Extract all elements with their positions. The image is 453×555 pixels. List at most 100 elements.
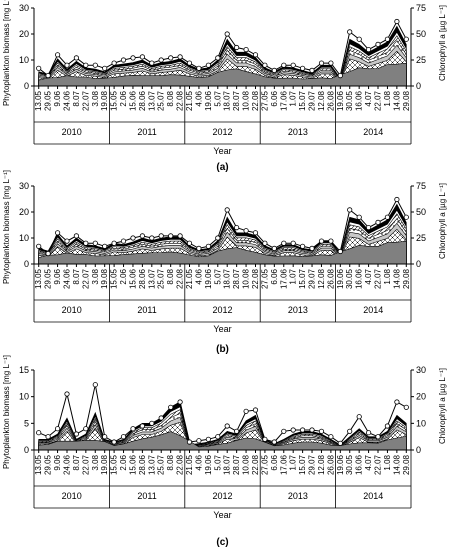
y-tick-label: 20 — [19, 29, 29, 39]
chlorophyll-point — [149, 420, 155, 426]
chlorophyll-point — [384, 36, 390, 42]
x-tick-label: 8.07 — [72, 90, 81, 106]
x-tick-label: 28.07 — [232, 454, 241, 475]
x-tick-label: 4.06 — [194, 454, 203, 470]
x-tick-label: 22.08 — [176, 268, 185, 289]
chlorophyll-point — [168, 404, 174, 410]
chlorophyll-point — [54, 52, 61, 58]
chlorophyll-point — [337, 248, 343, 255]
x-tick-label: 29.08 — [402, 268, 411, 289]
x-tick-label: 28.07 — [232, 268, 241, 289]
x-tick-label: 22.08 — [251, 268, 260, 289]
x-tick-label: 22.07 — [81, 268, 90, 289]
x-tick-label: 13.07 — [147, 90, 156, 111]
chlorophyll-point — [177, 399, 183, 405]
chlorophyll-point — [83, 240, 89, 246]
chlorophyll-point — [205, 62, 211, 68]
x-tick-label: 21.05 — [185, 90, 194, 111]
chlorophyll-point — [149, 60, 155, 66]
x-tick-label: 4.07 — [364, 454, 373, 470]
x-tick-label: 24.06 — [62, 90, 71, 111]
chlorophyll-point — [394, 196, 400, 203]
x-tick-label: 25.07 — [157, 268, 166, 289]
chlorophyll-point — [328, 60, 334, 66]
chlorophyll-point — [64, 391, 70, 397]
chlorophyll-point — [120, 238, 127, 244]
y-tick-label-right: 0 — [416, 81, 421, 91]
x-tick-label: 6.06 — [270, 454, 279, 470]
chlorophyll-point — [309, 245, 315, 251]
chlorophyll-point — [111, 240, 117, 246]
chlorophyll-point — [205, 436, 211, 442]
chlorophyll-point — [271, 245, 277, 251]
x-tick-label: 29.07 — [308, 90, 317, 111]
chlorophyll-point — [73, 55, 80, 61]
year-label: 2012 — [212, 491, 232, 501]
chlorophyll-point — [196, 245, 202, 251]
year-label: 2010 — [62, 305, 82, 315]
chlorophyll-line — [38, 384, 407, 444]
y-tick-label-right: 30 — [416, 365, 426, 375]
x-tick-label: 12.08 — [317, 454, 326, 475]
x-tick-label: 19.06 — [204, 268, 213, 289]
x-tick-label: 5.07 — [213, 268, 222, 284]
x-tick-label: 28.07 — [232, 90, 241, 111]
chlorophyll-point — [243, 408, 249, 414]
x-tick-label: 19.06 — [204, 90, 213, 111]
x-tick-label: 5.07 — [213, 90, 222, 106]
chlorophyll-point — [337, 73, 343, 79]
chlorophyll-point — [130, 55, 136, 61]
x-tick-label: 29.07 — [308, 454, 317, 475]
x-tick-label: 24.06 — [62, 454, 71, 475]
chlorophyll-point — [234, 44, 240, 51]
x-tick-label: 2.06 — [119, 90, 128, 106]
panel-label: (b) — [216, 344, 229, 355]
chlorophyll-point — [139, 423, 145, 429]
y-tick-label-right: 0 — [416, 445, 421, 455]
x-tick-label: 28.06 — [138, 90, 147, 111]
chlorophyll-point — [262, 62, 268, 68]
chlorophyll-point — [347, 428, 353, 434]
chlorophyll-point — [234, 428, 240, 434]
x-tick-label: 1.07 — [289, 454, 298, 470]
x-tick-label: 9.06 — [53, 90, 62, 106]
chlorophyll-point — [102, 65, 108, 71]
x-tick-label: 24.06 — [62, 268, 71, 289]
chlorophyll-point — [281, 428, 287, 434]
chlorophyll-point — [149, 235, 155, 241]
x-tick-label: 18.07 — [223, 268, 232, 289]
chart-panel-1: 0 10 20 30 0 25 50 75 Phytoplankton biomass [mg … — [2, 0, 447, 173]
year-label: 2013 — [288, 305, 308, 315]
chlorophyll-point — [234, 225, 240, 231]
x-tick-label: 22.08 — [251, 454, 260, 475]
chlorophyll-point — [92, 382, 98, 388]
x-tick-label: 19.08 — [100, 90, 109, 111]
chlorophyll-point — [384, 423, 390, 429]
y-tick-label-right: 50 — [416, 29, 426, 39]
x-tick-label: 13.05 — [34, 268, 43, 289]
chlorophyll-point — [271, 67, 277, 74]
chlorophyll-point — [290, 240, 296, 246]
chlorophyll-point — [347, 29, 353, 35]
x-tick-label: 21.05 — [185, 268, 194, 289]
x-tick-label: 22.07 — [81, 454, 90, 475]
layer-dark — [38, 62, 407, 87]
chlorophyll-point — [252, 230, 259, 236]
x-tick-label: 29.05 — [44, 90, 53, 111]
x-tick-label: 2.06 — [119, 268, 128, 284]
x-tick-label: 16.06 — [355, 268, 364, 289]
x-tick-label: 6.06 — [270, 268, 279, 284]
x-tick-label: 21.05 — [185, 454, 194, 475]
y-tick-label: 0 — [24, 81, 29, 91]
chlorophyll-point — [262, 436, 268, 442]
x-tick-label: 27.05 — [260, 268, 269, 289]
chlorophyll-point — [243, 46, 249, 53]
x-tick-label: 15.05 — [110, 268, 119, 289]
chlorophyll-point — [139, 54, 145, 60]
chlorophyll-point — [158, 57, 164, 63]
chlorophyll-point — [290, 62, 296, 68]
x-tick-label: 15.07 — [298, 454, 307, 475]
x-tick-label: 15.05 — [110, 90, 119, 111]
y-tick-label-right: 0 — [416, 259, 421, 269]
